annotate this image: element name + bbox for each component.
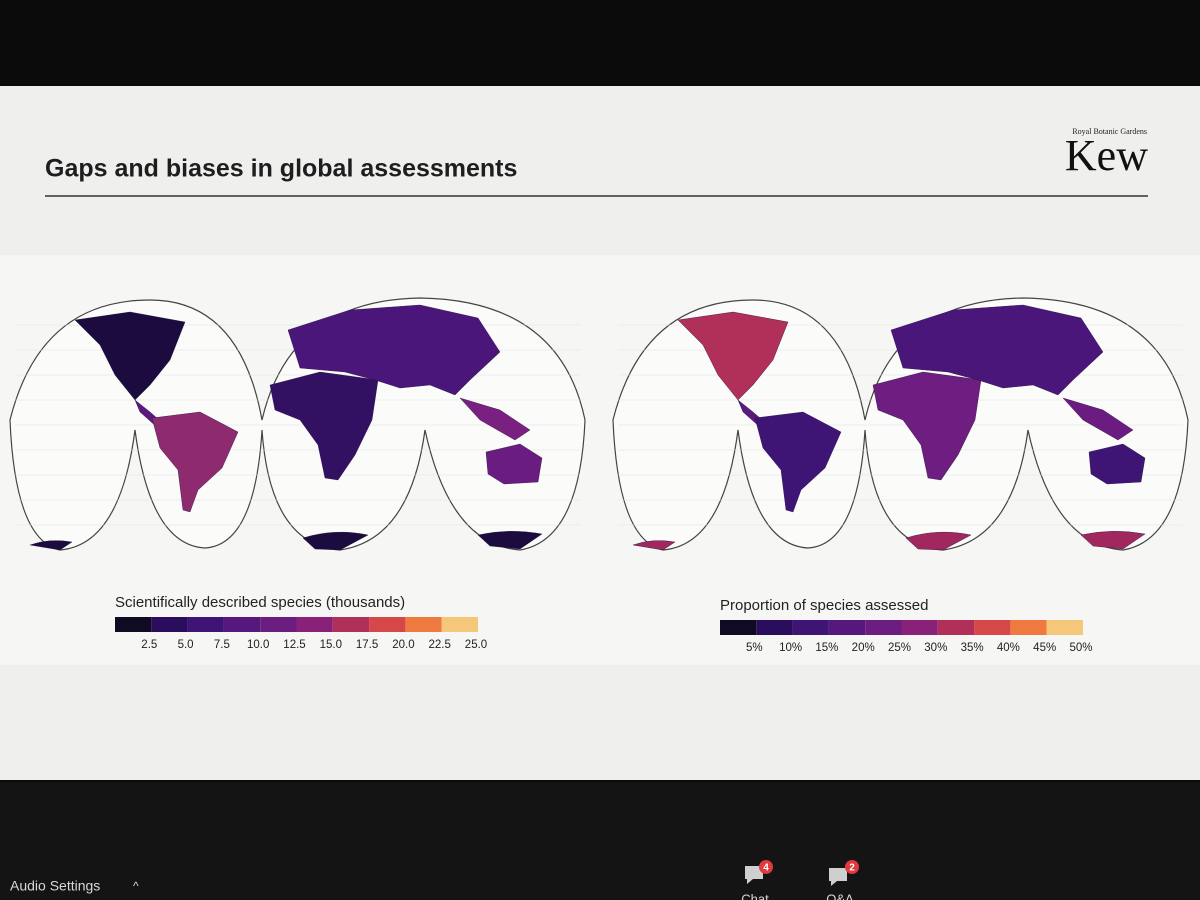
- legend-tick-label: 25%: [888, 642, 911, 654]
- legend-tick-label: 25.0: [465, 639, 487, 651]
- qa-badge: [845, 860, 859, 874]
- legend-swatch: [720, 620, 757, 635]
- legend-swatch: [828, 620, 866, 635]
- legend-tick-label: 10.0: [247, 639, 269, 651]
- qa-label: Q&A: [826, 891, 854, 900]
- legend-tick-label: 7.5: [214, 639, 230, 651]
- legend-tick-label: 20.0: [392, 639, 414, 651]
- legend-tick-label: 50%: [1069, 642, 1092, 654]
- legend-tick-label: 10%: [779, 642, 802, 654]
- chat-button[interactable]: 4 Chat: [741, 860, 773, 900]
- caret[interactable]: ^: [133, 879, 139, 893]
- legend-tick-label: 22.5: [429, 639, 451, 651]
- legend-tick-label: 17.5: [356, 639, 378, 651]
- legend-tick-label: 5.0: [178, 639, 194, 651]
- australia: [485, 443, 543, 485]
- australia: [1088, 443, 1146, 485]
- southeast-asia: [1062, 397, 1134, 441]
- legend-tick-label: 40%: [997, 642, 1020, 654]
- antarctica-1: [632, 540, 676, 551]
- antarctica-3: [1080, 531, 1146, 550]
- chat-label: Chat: [741, 891, 769, 900]
- legend-swatch: [115, 617, 152, 632]
- legend-tick-label: 15%: [815, 642, 838, 654]
- qa-button[interactable]: 2 Q&A: [826, 860, 859, 900]
- antarctica-1: [29, 540, 73, 551]
- legend-tick-label: 35%: [961, 642, 984, 654]
- legend-swatch: [756, 620, 793, 635]
- legend-swatch: [223, 617, 261, 632]
- legend-swatch: [974, 620, 1011, 635]
- world-map: [612, 297, 1189, 551]
- legend-swatch: [187, 617, 224, 632]
- legend-tick-label: 2.5: [141, 639, 157, 651]
- north-america: [74, 311, 186, 401]
- chat-badge: [759, 860, 773, 874]
- legend-tick-label: 20%: [852, 642, 875, 654]
- legends: Scientifically described species (thousa…: [115, 594, 1093, 654]
- legend-swatch: [1046, 620, 1083, 635]
- logo: Kew: [1065, 131, 1148, 180]
- qa-icon: [829, 868, 847, 886]
- chat-icon: [745, 866, 763, 884]
- chat-badge-count: 4: [763, 863, 769, 874]
- legend-swatch: [792, 620, 829, 635]
- antarctica-2: [905, 531, 972, 551]
- world-map: [9, 297, 586, 551]
- legend-swatch: [332, 617, 370, 632]
- africa: [269, 371, 379, 481]
- legend-swatch: [937, 620, 975, 635]
- zoom-bar: [0, 782, 1200, 900]
- eurasia: [287, 304, 501, 396]
- legend-swatch: [405, 617, 442, 632]
- legend-tick-label: 45%: [1033, 642, 1056, 654]
- legend-tick-label: 30%: [924, 642, 947, 654]
- legend-title: Proportion of species assessed: [720, 597, 928, 614]
- maps: [9, 297, 1189, 551]
- legend-tick-label: 12.5: [283, 639, 305, 651]
- africa: [872, 371, 982, 481]
- legend-swatch: [901, 620, 938, 635]
- legend-swatch: [441, 617, 478, 632]
- southeast-asia: [459, 397, 531, 441]
- south-america: [754, 411, 842, 513]
- audio-settings[interactable]: Audio Settings: [10, 878, 100, 894]
- legend-swatch: [1010, 620, 1047, 635]
- legend-swatch: [260, 617, 297, 632]
- qa-badge-count: 2: [849, 863, 855, 874]
- antarctica-2: [302, 531, 369, 551]
- logo-subtitle: Royal Botanic Gardens: [1072, 127, 1147, 136]
- south-america: [151, 411, 239, 513]
- legend-swatch: [296, 617, 333, 632]
- eurasia: [890, 304, 1104, 396]
- antarctica-3: [477, 531, 543, 550]
- legend-title: Scientifically described species (thousa…: [115, 594, 405, 611]
- legend-tick-label: 15.0: [320, 639, 342, 651]
- legend-swatch: [369, 617, 406, 632]
- north-america: [677, 311, 789, 401]
- slide-title: Gaps and biases in global assessments: [45, 155, 517, 183]
- legend-swatch: [151, 617, 188, 632]
- legend-tick-label: 5%: [746, 642, 763, 654]
- legend-swatch: [865, 620, 902, 635]
